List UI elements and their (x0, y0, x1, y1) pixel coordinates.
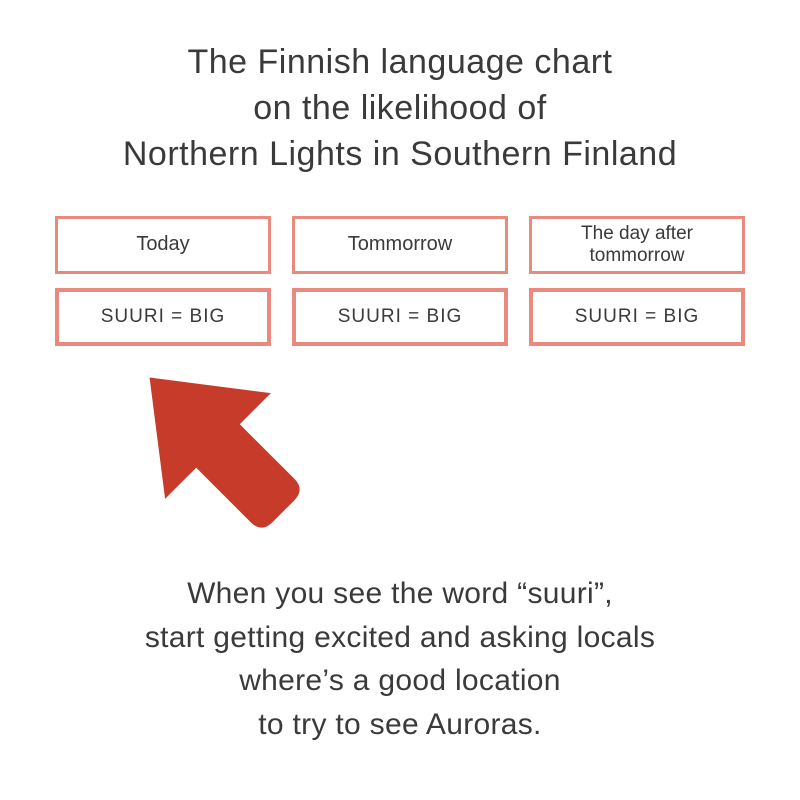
chart-header-row: Today Tommorrow The day after tommorrow (55, 216, 745, 274)
caption-line-1: When you see the word “suuri”, (187, 577, 613, 610)
caption-line-4: to try to see Auroras. (258, 708, 541, 741)
title-line-2: on the likelihood of (253, 89, 547, 127)
caption-text: When you see the word “suuri”, start get… (0, 572, 800, 746)
chart-header-cell: The day after tommorrow (529, 216, 745, 274)
chart-data-cell: SUURI = BIG (292, 288, 508, 346)
likelihood-chart: Today Tommorrow The day after tommorrow … (55, 216, 745, 346)
title-line-1: The Finnish language chart (187, 43, 612, 81)
title-line-3: Northern Lights in Southern Finland (123, 135, 677, 173)
caption-line-2: start getting excited and asking locals (145, 621, 655, 654)
chart-data-cell: SUURI = BIG (55, 288, 271, 346)
page-title: The Finnish language chart on the likeli… (0, 0, 800, 178)
chart-data-cell: SUURI = BIG (529, 288, 745, 346)
chart-data-row: SUURI = BIG SUURI = BIG SUURI = BIG (55, 288, 745, 346)
chart-header-cell: Today (55, 216, 271, 274)
chart-header-cell: Tommorrow (292, 216, 508, 274)
caption-line-3: where’s a good location (239, 664, 561, 697)
callout-arrow (108, 336, 328, 556)
arrow-icon (108, 336, 328, 556)
